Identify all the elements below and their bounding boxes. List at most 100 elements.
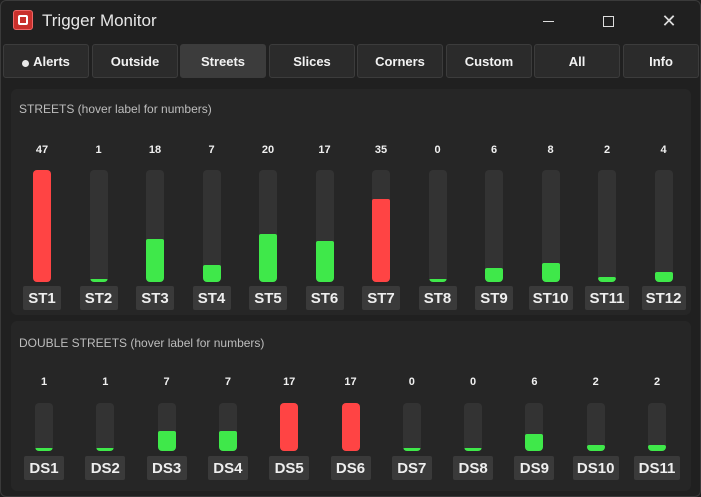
tab-corners[interactable]: Corners bbox=[357, 44, 443, 78]
bar-count-label: 1 bbox=[102, 376, 109, 388]
close-icon: ✕ bbox=[661, 10, 677, 32]
bar-track bbox=[525, 403, 544, 451]
bar-count-label: 17 bbox=[283, 376, 296, 388]
bar-label-st12[interactable]: ST12 bbox=[641, 286, 686, 310]
bar-track bbox=[372, 170, 390, 282]
minimize-button[interactable] bbox=[525, 6, 571, 36]
tab-streets[interactable]: Streets bbox=[180, 44, 266, 78]
bar-track bbox=[280, 403, 299, 451]
bar-track bbox=[259, 170, 277, 282]
tab-label: Streets bbox=[200, 53, 246, 69]
bar-track bbox=[341, 403, 360, 451]
app-icon bbox=[13, 10, 33, 30]
bar-count-label: 4 bbox=[660, 144, 667, 156]
bar-label-ds6[interactable]: DS6 bbox=[330, 456, 371, 480]
bar-fill bbox=[89, 279, 108, 282]
tab-bar: Alerts Outside Streets Slices Corners Custom A… bbox=[3, 44, 699, 79]
bar-label-ds8[interactable]: DS8 bbox=[453, 456, 494, 480]
bar-fill bbox=[146, 239, 164, 282]
bar-label-st2[interactable]: ST2 bbox=[79, 286, 118, 310]
bar-count-label: 0 bbox=[434, 144, 441, 156]
bar-track bbox=[315, 170, 334, 282]
bar-fill bbox=[648, 445, 666, 451]
bar-count-label: 1 bbox=[40, 376, 48, 388]
double-streets-panel-title: DOUBLE STREETS (hover label for numbers) bbox=[19, 336, 265, 350]
tab-alerts[interactable]: Alerts bbox=[3, 44, 89, 78]
tab-info[interactable]: Info bbox=[623, 44, 699, 78]
tab-label: Slices bbox=[293, 53, 331, 69]
tab-all[interactable]: All bbox=[534, 44, 620, 78]
bar-track bbox=[35, 403, 53, 451]
bar-label-st3[interactable]: ST3 bbox=[136, 286, 174, 310]
bar-track bbox=[33, 170, 51, 282]
bar-label-st10[interactable]: ST10 bbox=[528, 286, 573, 310]
bar-fill bbox=[598, 277, 616, 282]
bar-label-st4[interactable]: ST4 bbox=[192, 286, 231, 310]
double-streets-panel: DOUBLE STREETS (hover label for numbers)… bbox=[11, 321, 691, 491]
bar-label-ds10[interactable]: DS10 bbox=[572, 456, 619, 480]
bar-track bbox=[218, 403, 237, 451]
bar-label-ds3[interactable]: DS3 bbox=[146, 456, 187, 480]
streets-panel-title: STREETS (hover label for numbers) bbox=[19, 102, 212, 116]
minimize-icon bbox=[542, 20, 554, 22]
bar-count-label: 7 bbox=[163, 376, 170, 388]
bar-fill bbox=[280, 403, 299, 451]
bar-fill bbox=[315, 241, 334, 282]
maximize-button[interactable] bbox=[585, 6, 631, 36]
bar-count-label: 1 bbox=[95, 144, 102, 156]
title-bar[interactable]: Trigger Monitor ✕ bbox=[1, 1, 700, 41]
bar-fill bbox=[654, 272, 673, 282]
bar-track bbox=[96, 403, 115, 451]
tab-outside[interactable]: Outside bbox=[92, 44, 178, 78]
bar-track bbox=[598, 170, 616, 282]
close-button[interactable]: ✕ bbox=[646, 6, 692, 36]
bar-count-label: 8 bbox=[547, 144, 554, 156]
bar-fill bbox=[202, 265, 221, 282]
bar-count-label: 17 bbox=[344, 376, 357, 388]
tab-label: Custom bbox=[464, 53, 514, 69]
bar-fill bbox=[35, 448, 53, 451]
bar-count-label: 6 bbox=[490, 144, 498, 156]
bar-track bbox=[485, 170, 503, 282]
bar-count-label: 20 bbox=[261, 144, 275, 156]
bar-count-label: 17 bbox=[318, 144, 331, 156]
bar-label-st7[interactable]: ST7 bbox=[362, 286, 400, 310]
maximize-icon bbox=[602, 15, 614, 27]
bar-track bbox=[428, 170, 447, 282]
bar-fill bbox=[157, 431, 176, 451]
bar-label-st9[interactable]: ST9 bbox=[475, 286, 513, 310]
bar-label-ds7[interactable]: DS7 bbox=[391, 456, 432, 480]
bar-track bbox=[648, 403, 666, 451]
bar-track bbox=[541, 170, 560, 282]
bar-label-ds4[interactable]: DS4 bbox=[207, 456, 248, 480]
bar-count-label: 7 bbox=[208, 144, 215, 156]
bar-track bbox=[202, 170, 221, 282]
bar-label-ds1[interactable]: DS1 bbox=[24, 456, 64, 480]
bar-label-st5[interactable]: ST5 bbox=[249, 286, 287, 310]
bar-track bbox=[402, 403, 421, 451]
bar-label-st8[interactable]: ST8 bbox=[418, 286, 457, 310]
bar-count-label: 2 bbox=[653, 376, 661, 388]
bar-count-label: 18 bbox=[148, 144, 162, 156]
tab-label: Alerts bbox=[33, 53, 70, 69]
bar-fill bbox=[96, 448, 115, 451]
bar-label-st1[interactable]: ST1 bbox=[23, 286, 61, 310]
bar-label-ds5[interactable]: DS5 bbox=[269, 456, 310, 480]
bar-label-ds11[interactable]: DS11 bbox=[634, 456, 680, 480]
bar-track bbox=[89, 170, 108, 282]
tab-label: All bbox=[568, 53, 586, 69]
bar-fill bbox=[341, 403, 360, 451]
bar-label-ds9[interactable]: DS9 bbox=[514, 456, 555, 480]
alert-bullet-icon bbox=[22, 59, 30, 67]
bar-track bbox=[146, 170, 164, 282]
bar-label-ds2[interactable]: DS2 bbox=[85, 456, 126, 480]
bar-fill bbox=[372, 199, 390, 282]
bar-label-st11[interactable]: ST11 bbox=[585, 286, 629, 310]
bar-fill bbox=[428, 279, 447, 282]
tab-custom[interactable]: Custom bbox=[446, 44, 532, 78]
tab-slices[interactable]: Slices bbox=[269, 44, 355, 78]
bar-track bbox=[157, 403, 176, 451]
bar-count-label: 6 bbox=[531, 376, 538, 388]
bar-label-st6[interactable]: ST6 bbox=[305, 286, 344, 310]
